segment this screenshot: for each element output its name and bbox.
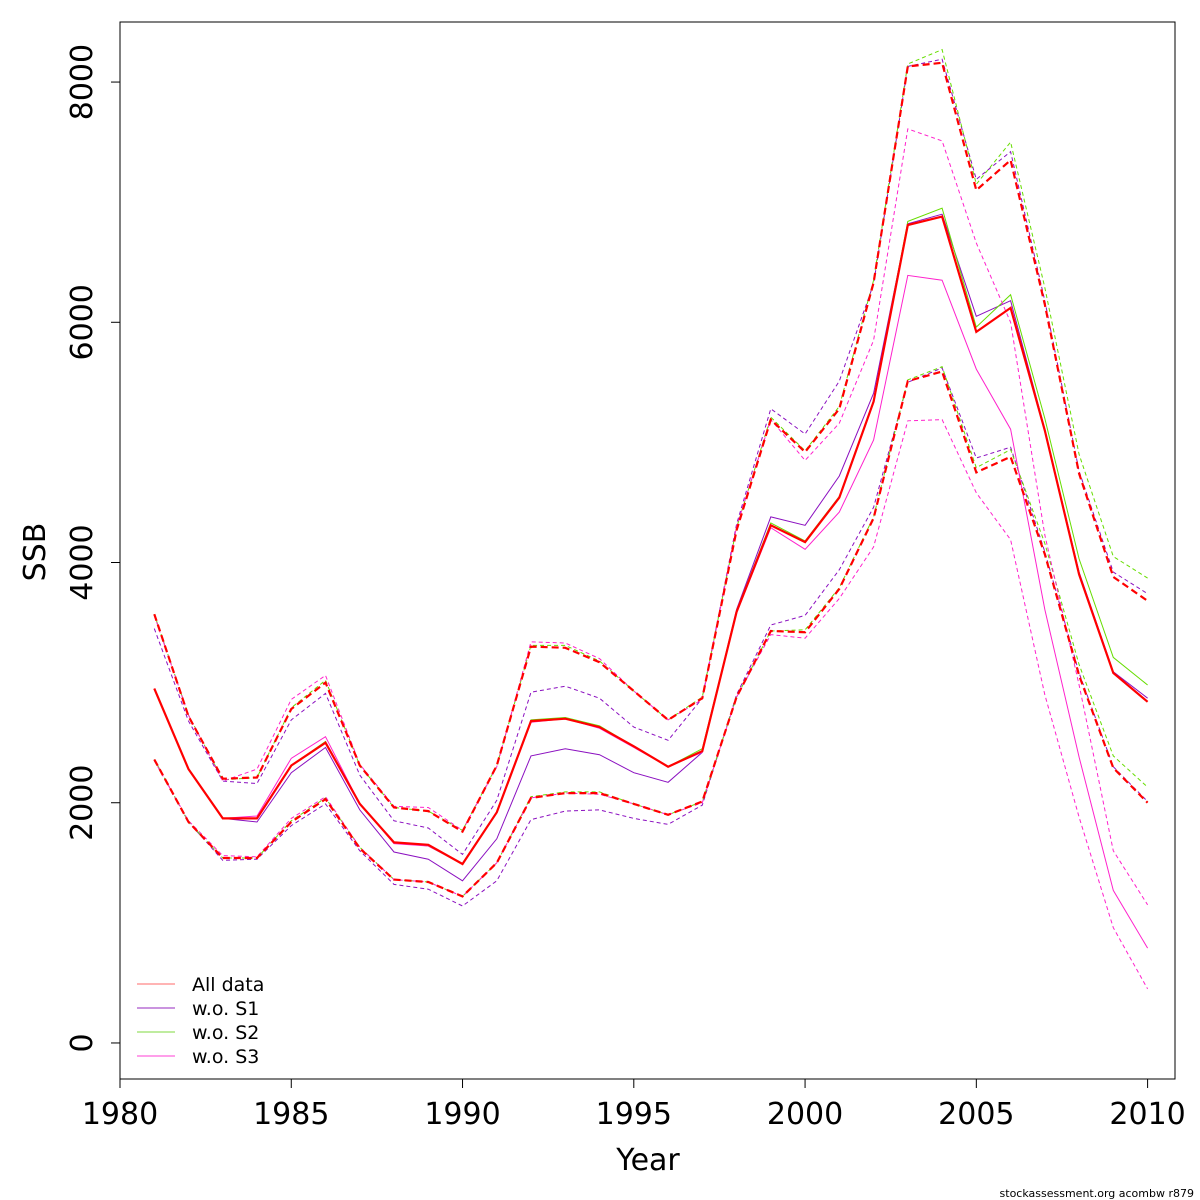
series-all-data-lower [153, 370, 1149, 898]
y-tick-label: 6000 [65, 284, 100, 360]
x-axis-title: Year [615, 1143, 680, 1178]
series-w-o-s1-upper [153, 58, 1148, 856]
series-layer [153, 48, 1149, 990]
series-w-o-s3-upper [153, 128, 1149, 906]
series-w-o-s1-estimate [153, 213, 1148, 882]
x-axis: 1980 1985 1990 1995 2000 2005 2010 [82, 1078, 1186, 1132]
series-w-o-s2-estimate [153, 207, 1148, 865]
x-tick-label: 2005 [938, 1097, 1014, 1132]
y-axis-title: SSB [18, 523, 53, 582]
y-tick-label: 2000 [65, 765, 100, 841]
y-tick-label: 8000 [65, 44, 100, 120]
series-w-o-s2-upper [153, 48, 1148, 832]
series-w-o-s2-lower [153, 366, 1148, 897]
x-tick-label: 2000 [767, 1097, 843, 1132]
series-w-o-s1-lower [153, 367, 1148, 907]
legend-label: w.o. S3 [192, 1046, 259, 1068]
series-all-data-estimate [153, 215, 1149, 866]
x-tick-label: 1990 [424, 1097, 500, 1132]
x-tick-label: 1995 [596, 1097, 672, 1132]
legend-label: All data [192, 974, 264, 996]
y-axis: 0 2000 4000 6000 8000 [65, 44, 121, 1053]
footer-credit: stockassessment.org acombw r879 [1000, 1187, 1194, 1200]
legend-label: w.o. S2 [192, 1022, 259, 1044]
legend-label: w.o. S1 [192, 998, 259, 1020]
x-tick-label: 2010 [1109, 1097, 1185, 1132]
x-tick-label: 1980 [82, 1097, 158, 1132]
series-all-data-upper [153, 61, 1149, 834]
y-tick-label: 0 [65, 1033, 100, 1052]
series-w-o-s3-lower [153, 419, 1149, 990]
series-w-o-s3-estimate [153, 274, 1149, 949]
x-tick-label: 1985 [253, 1097, 329, 1132]
y-tick-label: 4000 [65, 524, 100, 600]
